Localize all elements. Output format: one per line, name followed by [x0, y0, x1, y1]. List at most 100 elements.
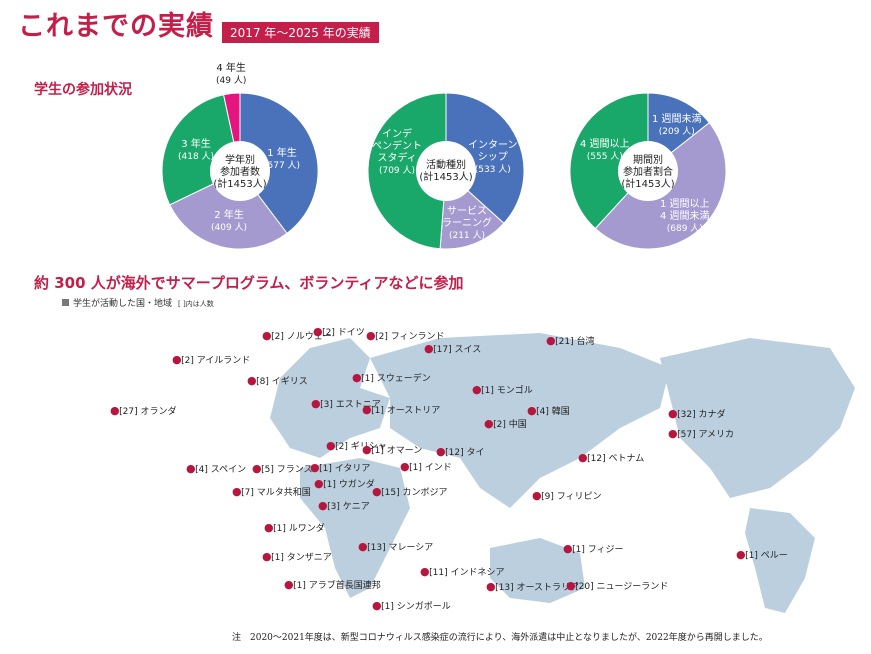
country-name: モンゴル [496, 386, 533, 396]
slice-label-1to4weeks: 1 週間以上 4 週間未満 (689 人) [660, 199, 710, 235]
world-map [270, 333, 855, 613]
country-label: ● [5] フランス [252, 463, 313, 476]
slice-label-year4: 4 年生 (49 人) [216, 63, 246, 87]
country-name: ベトナム [608, 454, 645, 464]
slice-count: (709 人) [378, 166, 416, 176]
country-name: マルタ共和国 [256, 488, 311, 498]
pie-chart-grade [161, 92, 319, 250]
person-icon: ● [247, 374, 257, 387]
person-icon: ● [362, 443, 372, 456]
country-label: ● [1] オーストリア [362, 404, 440, 417]
person-icon: ● [352, 371, 362, 384]
slice-name: インターン シップ [468, 140, 518, 163]
person-icon: ● [314, 477, 324, 490]
person-icon: ● [527, 404, 537, 417]
center-line: 期間別 [633, 155, 663, 166]
country-name: イギリス [271, 377, 308, 387]
slice-count: (555 人) [586, 152, 623, 162]
country-count: [13] [367, 543, 386, 553]
pie-slice [169, 170, 288, 250]
person-icon: ● [578, 451, 588, 464]
pie-slice [367, 92, 447, 250]
slice-name: 1 週間以上 4 週間未満 [660, 199, 710, 222]
slice-count: (533 人) [474, 165, 511, 175]
country-label: ● [4] 韓国 [527, 405, 570, 418]
country-count: [11] [429, 568, 448, 578]
country-name: タンザニア [286, 553, 332, 563]
slice-count: (577 人) [264, 161, 301, 171]
country-name: ペルー [760, 551, 788, 561]
country-count: [2] [181, 356, 194, 366]
country-label: ● [2] ギリシャ [326, 440, 387, 453]
person-icon: ● [372, 485, 382, 498]
pie-chart-duration [569, 92, 727, 250]
country-name: 台湾 [576, 337, 595, 347]
country-name: スペイン [210, 465, 247, 475]
country-name: タイ [466, 448, 485, 458]
country-name: ウガンダ [338, 480, 375, 490]
country-name: シンガポール [396, 602, 451, 612]
country-label: ● [2] フィンランド [366, 330, 445, 343]
person-icon: ● [318, 499, 328, 512]
map-australia [490, 538, 585, 603]
person-icon: ● [372, 599, 382, 612]
country-count: [17] [433, 345, 452, 355]
country-label: ● [1] ルワンダ [264, 522, 325, 535]
map-japan [530, 403, 545, 433]
country-label: ● [20] ニュージーランド [566, 580, 668, 593]
country-label: ● [3] エストニア [311, 398, 381, 411]
country-count: [1] [745, 551, 758, 561]
country-name: フランス [276, 465, 313, 475]
country-label: ● [7] マルタ共和国 [232, 486, 311, 499]
pie-center-hole [618, 141, 678, 201]
pie-center-grade: 学年別 参加者数 (計1453人) [200, 155, 280, 191]
slice-name: 1 週間未満 [652, 114, 702, 125]
participation-heading: 学生の参加状況 [34, 82, 132, 98]
country-count: [5] [261, 465, 274, 475]
map-north-america [660, 338, 855, 498]
person-icon: ● [284, 578, 294, 591]
person-icon: ● [420, 565, 430, 578]
country-label: ● [32] カナダ [668, 408, 725, 421]
person-icon: ● [326, 439, 336, 452]
country-label: ● [9] フィリピン [532, 490, 602, 503]
map-africa [300, 458, 410, 598]
country-label: ● [1] ウガンダ [314, 478, 375, 491]
country-name: スイス [454, 345, 482, 355]
map-asia [370, 333, 670, 508]
country-label: ● [4] スペイン [186, 463, 246, 476]
country-label: ● [1] タンザニア [262, 551, 332, 564]
person-icon: ● [186, 462, 196, 475]
slice-label-independent-study: インデ ペンデント スタディ (709 人) [372, 129, 422, 177]
pie-center-hole [416, 141, 476, 201]
country-name: フィリピン [556, 492, 602, 502]
country-count: [3] [320, 400, 333, 410]
country-label: ● [12] タイ [436, 446, 484, 459]
person-icon: ● [668, 427, 678, 440]
person-icon: ● [262, 550, 272, 563]
country-label: ● [1] イタリア [310, 462, 370, 475]
center-line: 活動種別 [426, 160, 466, 171]
person-icon: ● [472, 383, 482, 396]
country-name: オマーン [386, 446, 423, 456]
country-label: ● [27] オランダ [110, 405, 176, 418]
country-count: [21] [555, 337, 574, 347]
country-label: ● [57] アメリカ [668, 428, 734, 441]
country-count: [27] [119, 407, 138, 417]
slice-count: (409 人) [211, 223, 248, 233]
country-count: [1] [293, 581, 306, 591]
country-name: ノルウェー [286, 332, 332, 342]
slice-name: 1 年生 [267, 148, 297, 159]
country-count: [12] [587, 454, 606, 464]
slice-name: 2 年生 [214, 210, 244, 221]
country-label: ● [12] ベトナム [578, 452, 644, 465]
center-line: 学年別 [225, 155, 255, 166]
country-label: ● [17] スイス [424, 343, 481, 356]
country-count: [1] [409, 463, 422, 473]
country-count: [3] [327, 502, 340, 512]
map-south-america [745, 508, 815, 613]
country-label: ● [13] オーストラリア [486, 581, 579, 594]
country-count: [1] [319, 464, 332, 474]
person-icon: ● [110, 404, 120, 417]
person-icon: ● [172, 353, 182, 366]
